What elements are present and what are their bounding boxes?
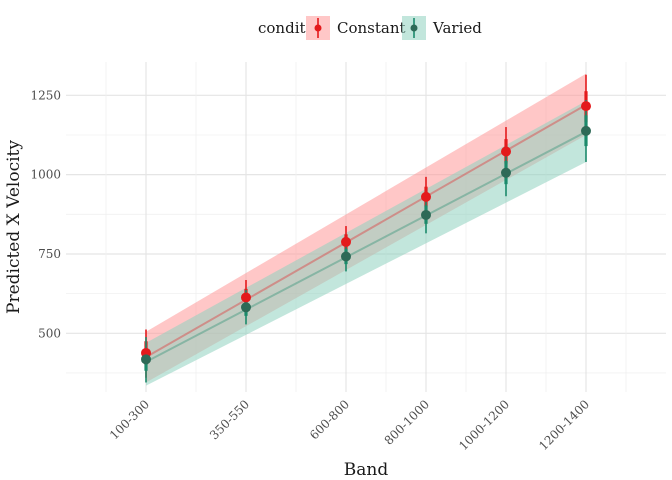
point-constant: [421, 191, 431, 202]
point-constant: [241, 292, 251, 303]
ribbon-varied: [146, 101, 586, 386]
ribbons: [146, 73, 586, 386]
x-axis-ticks: 100-300 350-550 600-800 800-1000 1000-1200 12…: [107, 397, 592, 453]
data-points: [141, 101, 591, 365]
x-tick-label: 1000-1200: [456, 397, 512, 453]
x-tick-label: 600-800: [307, 397, 352, 442]
x-tick-label: 800-1000: [382, 397, 433, 448]
x-tick-label: 350-550: [207, 397, 252, 442]
fit-line-constant: [145, 103, 587, 358]
point-constant: [341, 236, 351, 247]
fit-lines: [145, 103, 587, 363]
point-varied: [421, 209, 431, 220]
y-tick-label: 1250: [30, 88, 61, 102]
legend-title: condit: [258, 19, 306, 37]
point-varied: [141, 354, 151, 365]
y-tick-label: 750: [38, 247, 61, 261]
x-axis-title: Band: [344, 460, 389, 480]
x-tick-label: 1200-1400: [536, 397, 592, 453]
point-varied: [581, 125, 591, 136]
y-axis-title: Predicted X Velocity: [4, 140, 24, 314]
y-tick-label: 500: [38, 326, 61, 340]
point-varied: [241, 302, 251, 313]
legend-label-constant: Constant: [337, 19, 406, 37]
point-constant: [581, 101, 591, 112]
y-axis-ticks: 500 750 1000 1250: [30, 88, 61, 340]
legend: condit Constant Varied: [258, 16, 482, 40]
legend-key-point-constant: [314, 24, 322, 32]
y-tick-label: 1000: [30, 168, 61, 182]
legend-key-point-varied: [410, 24, 418, 32]
x-tick-label: 100-300: [107, 397, 152, 442]
legend-label-varied: Varied: [432, 19, 482, 37]
point-varied: [341, 251, 351, 262]
point-varied: [501, 167, 511, 178]
fit-line-varied: [145, 130, 587, 363]
point-constant: [501, 146, 511, 157]
